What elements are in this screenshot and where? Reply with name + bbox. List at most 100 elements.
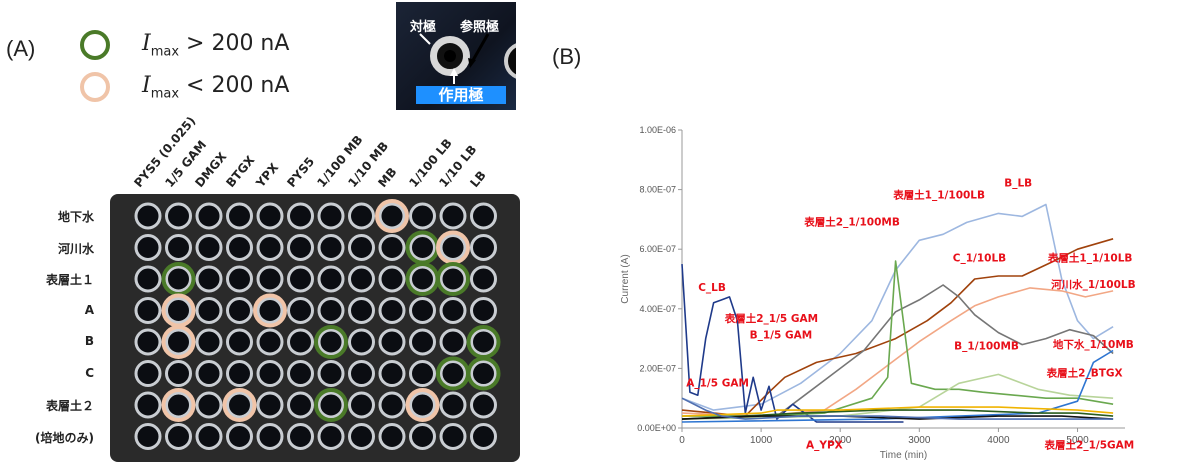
- well: [317, 297, 345, 324]
- row-label: C: [85, 365, 94, 380]
- column-label: LB: [466, 168, 489, 190]
- well: [378, 360, 406, 387]
- well: [195, 328, 223, 356]
- well: [439, 423, 467, 450]
- well: [195, 234, 223, 261]
- well: [165, 202, 192, 230]
- well: [348, 423, 375, 450]
- well: [256, 328, 284, 356]
- well-marker-low: [375, 199, 409, 233]
- series-annotation: C_LB: [698, 282, 726, 294]
- series-annotation: 表層土2_1/100MB: [803, 215, 900, 228]
- series-annotation: B_1/5 GAM: [750, 330, 813, 342]
- row-label: B: [84, 334, 94, 348]
- well: [134, 265, 162, 293]
- series-line-10: [681, 406, 1114, 417]
- reference-electrode-label: 参照極: [460, 20, 500, 35]
- well: [287, 265, 314, 293]
- x-tick-label: 1000: [750, 435, 773, 446]
- x-tick-label: 4000: [987, 435, 1010, 446]
- well: [195, 297, 223, 324]
- well: [134, 234, 162, 261]
- well: [134, 297, 162, 324]
- current-chart-svg: 0.00E+00 2.00E-07 4.00E-07 6.00E-07 8.00E-07…: [620, 125, 1136, 461]
- well: [378, 391, 406, 419]
- legend-low-text: Imax < 200 nA: [142, 73, 289, 101]
- well: [287, 423, 314, 450]
- legend-low-italic: I: [142, 72, 151, 98]
- well: [348, 360, 375, 387]
- series-annotation: 表層土2_1/5 GAM: [724, 312, 818, 325]
- well: [226, 234, 253, 261]
- series-line-9: [681, 415, 1114, 420]
- well-marker-high: [314, 388, 348, 422]
- x-tick-label: 3000: [908, 435, 931, 446]
- series-annotation: 表層土2_BTGX: [1046, 367, 1123, 380]
- well: [256, 265, 284, 293]
- series-line-6: [681, 373, 1114, 420]
- series-line-2: [681, 287, 1114, 417]
- series-line-5: [682, 260, 1114, 417]
- well: [439, 360, 467, 387]
- row-label: 表層土１: [45, 273, 94, 287]
- x-tick-label: 5000: [1066, 435, 1089, 446]
- well: [409, 360, 436, 387]
- well: [287, 360, 314, 387]
- well-plate-grid: [134, 199, 501, 450]
- x-tick-label: 0: [679, 435, 685, 446]
- series-annotation: 表層土1_1/10LB: [1047, 252, 1133, 265]
- well: [317, 328, 345, 356]
- well: [439, 265, 467, 293]
- well: [287, 202, 314, 230]
- series-annotation: 地下水_1/10MB: [1053, 338, 1134, 351]
- well: [317, 234, 345, 261]
- well: [256, 423, 284, 450]
- series-annotation: 表層土1_1/100LB: [892, 189, 985, 202]
- well: [409, 297, 436, 324]
- well: [470, 328, 497, 356]
- legend-low-sub: max: [150, 86, 180, 102]
- well: [195, 391, 223, 419]
- y-tick-label: 8.00E-07: [639, 185, 676, 195]
- electrode-photo: 対極 参照極 作用極: [396, 2, 516, 110]
- well: [226, 202, 253, 230]
- well: [226, 297, 253, 324]
- column-label: YPX: [253, 160, 282, 190]
- well: [256, 360, 284, 387]
- series-annotation: A_YPX: [806, 439, 843, 451]
- well: [378, 265, 406, 293]
- well: [470, 265, 497, 293]
- well: [409, 391, 436, 419]
- well: [317, 202, 345, 230]
- current-chart: 0.00E+00 2.00E-07 4.00E-07 6.00E-07 8.00E-07…: [610, 120, 1190, 468]
- well: [348, 297, 375, 324]
- well: [195, 202, 223, 230]
- well: [348, 202, 375, 230]
- column-label: PYS5: [283, 154, 317, 190]
- legend-low: Imax < 200 nA: [80, 72, 289, 102]
- well-marker-low: [253, 293, 287, 328]
- well: [134, 423, 162, 450]
- well: [226, 328, 253, 356]
- well: [439, 328, 467, 356]
- well: [134, 391, 162, 419]
- well: [378, 328, 406, 356]
- well: [348, 391, 375, 419]
- well: [348, 265, 375, 293]
- well: [348, 328, 375, 356]
- y-tick-label: 1.00E-06: [639, 125, 676, 135]
- well: [409, 265, 436, 293]
- well: [378, 202, 406, 230]
- series-line-8: [681, 409, 1114, 420]
- well: [287, 391, 314, 419]
- legend-high-text: Imax > 200 nA: [142, 31, 289, 59]
- legend-low-ring: [80, 72, 110, 102]
- row-label: A: [84, 302, 94, 317]
- y-tick-label: 0.00E+00: [637, 423, 676, 433]
- panel-b-label: (B): [552, 44, 582, 69]
- row-label: 河川水: [57, 241, 94, 256]
- series-annotation: B_LB: [1004, 178, 1032, 190]
- well: [165, 265, 192, 293]
- well: [470, 234, 497, 261]
- well: [409, 202, 436, 230]
